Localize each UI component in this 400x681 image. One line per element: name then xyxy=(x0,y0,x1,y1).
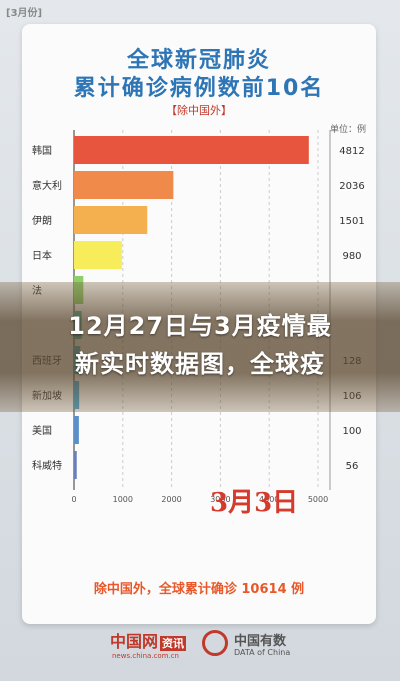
x-tick-label: 2000 xyxy=(161,495,181,504)
data-label: 56 xyxy=(346,461,359,472)
x-tick-label: 0 xyxy=(71,495,76,504)
x-tick-label: 3000 xyxy=(210,495,230,504)
bar xyxy=(74,416,79,444)
headline-line-1: 12月27日与3月疫情最 xyxy=(68,312,332,340)
category-label: 意大利 xyxy=(32,179,62,192)
x-tick-label: 5000 xyxy=(308,495,328,504)
corner-tag: [3月份] xyxy=(6,8,43,19)
china-facts-en: DATA of China xyxy=(234,648,291,657)
x-tick-label: 4000 xyxy=(259,495,279,504)
bar xyxy=(74,241,122,269)
chart-title: 全球新冠肺炎 xyxy=(126,48,271,73)
date-stamp: 3月3日 xyxy=(210,488,299,518)
unit-label: 单位：例 xyxy=(329,125,366,135)
china-net-url: news.china.com.cn xyxy=(112,652,179,660)
bar xyxy=(74,171,174,199)
chart-subtitle: 【除中国外】 xyxy=(166,104,232,117)
china-facts-icon xyxy=(202,630,228,656)
category-label: 日本 xyxy=(32,249,52,262)
china-facts-logo: 中国有数 xyxy=(234,634,287,649)
data-label: 1501 xyxy=(339,216,364,227)
headline-line-2: 新实时数据图，全球疫 xyxy=(75,350,325,378)
bar xyxy=(74,136,309,164)
data-label: 4812 xyxy=(339,146,364,157)
category-label: 科威特 xyxy=(32,459,62,472)
bar xyxy=(74,451,77,479)
data-label: 2036 xyxy=(339,181,364,192)
chart-title-line2: 累计确诊病例数前10名 xyxy=(73,76,325,101)
data-label: 100 xyxy=(342,426,361,437)
headline-banner: 12月27日与3月疫情最 新实时数据图，全球疫 xyxy=(0,282,400,412)
chart-footer: 除中国外，全球累计确诊 10614 例 xyxy=(93,582,305,597)
data-label: 980 xyxy=(342,251,361,262)
bar-chart: 0 1000 2000 3000 4000 5000 韩国 4812 意大利 2036 伊朗 1501… xyxy=(32,130,365,504)
category-label: 韩国 xyxy=(32,144,52,157)
category-label: 美国 xyxy=(32,424,52,437)
china-net-logo: 中国网 资讯 xyxy=(110,632,187,651)
category-label: 伊朗 xyxy=(32,215,52,227)
bar xyxy=(74,206,148,234)
x-tick-label: 1000 xyxy=(113,495,133,504)
logos: 中国网 资讯 news.china.com.cn 中国有数 DATA of Chi… xyxy=(110,626,310,666)
